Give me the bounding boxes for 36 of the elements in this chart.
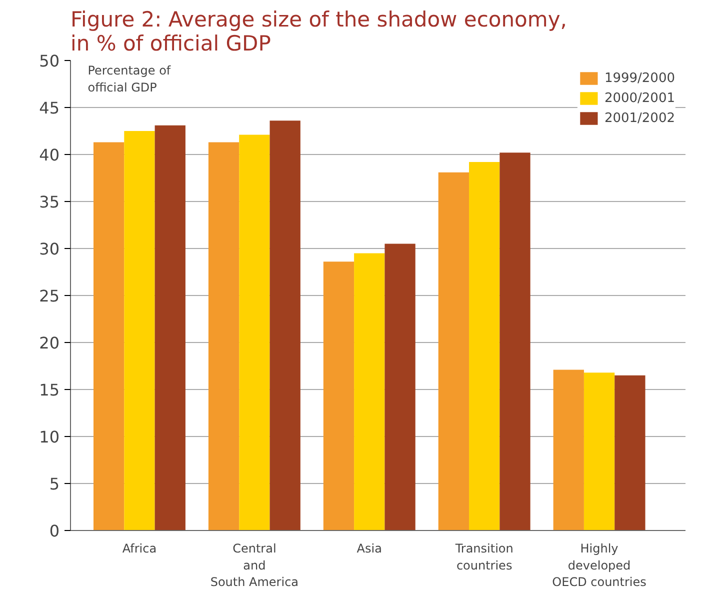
bar [614, 375, 646, 530]
y-tick-label: 25 [39, 286, 60, 306]
bar [270, 120, 300, 530]
x-tick-label: Africa [122, 542, 157, 556]
y-tick-label: 35 [39, 192, 60, 212]
y-axis-title: Percentage of official GDP [88, 64, 172, 94]
y-tick-label: 5 [49, 474, 60, 494]
bar [124, 131, 155, 530]
bar [208, 142, 240, 530]
y-tick-label: 0 [49, 522, 60, 540]
bar [584, 372, 615, 530]
chart-title: Figure 2: Average size of the shadow economy, in % of official GDP [70, 8, 567, 56]
y-tick-label: 40 [39, 146, 60, 164]
bar [154, 125, 186, 530]
bar [500, 152, 530, 530]
bar [93, 142, 124, 530]
bar [354, 253, 385, 530]
bar [239, 134, 270, 530]
x-tick-label: Asia [356, 542, 382, 556]
y-tick-label: 50 [39, 52, 60, 70]
bar [384, 244, 416, 530]
y-tick-label: 10 [39, 428, 60, 446]
bar [438, 172, 470, 530]
legend-label: 2001/2002 [604, 110, 675, 126]
legend-label: 1999/2000 [604, 70, 675, 86]
bar [469, 162, 500, 530]
x-tick-label: Central and South America [210, 542, 299, 590]
y-tick-label: 45 [39, 98, 60, 118]
y-tick-label: 30 [39, 240, 60, 258]
bar [553, 370, 584, 530]
y-tick-label: 15 [39, 380, 60, 400]
legend-label: 2000/2001 [604, 90, 675, 106]
x-tick-label: Highly developed OECD countries [552, 542, 646, 590]
y-tick-label: 20 [39, 334, 60, 352]
bar [323, 262, 354, 530]
x-tick-label: Transition countries [454, 542, 514, 572]
